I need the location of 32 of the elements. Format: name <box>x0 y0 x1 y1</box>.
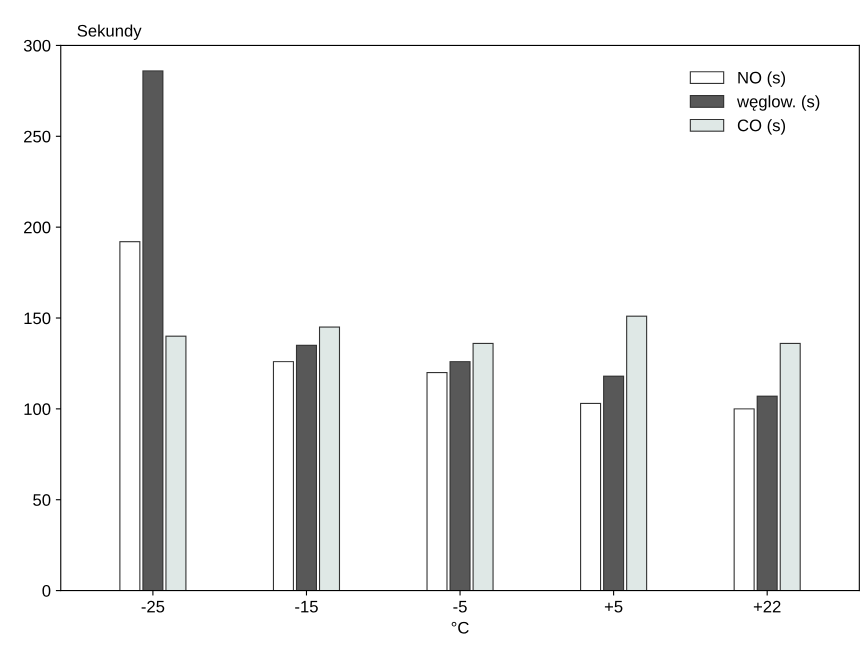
bar <box>119 241 140 591</box>
x-tick-label: -5 <box>453 600 467 613</box>
bar <box>450 361 471 591</box>
x-tick-label: -25 <box>142 600 164 613</box>
bar <box>603 376 624 591</box>
legend-label: CO (s) <box>738 119 786 135</box>
y-tick-label: 300 <box>24 40 50 52</box>
bar <box>472 342 494 591</box>
bar <box>318 326 340 591</box>
bar <box>626 316 648 591</box>
x-axis-title: °C <box>452 622 469 634</box>
bar <box>426 372 448 591</box>
x-tick-label: +22 <box>754 600 780 612</box>
y-tick-label: 200 <box>24 222 50 234</box>
y-tick-label: 150 <box>24 312 50 324</box>
y-tick-label: 100 <box>24 403 50 416</box>
y-tick-label: 0 <box>42 584 50 597</box>
bar <box>142 70 164 591</box>
x-tick-label: -15 <box>295 600 318 613</box>
x-tick-label: +5 <box>604 600 622 613</box>
bar <box>165 336 186 591</box>
legend-label: węglow. (s) <box>736 95 820 111</box>
bar <box>580 402 602 591</box>
legend-label: NO (s) <box>738 71 786 87</box>
bar <box>734 408 755 591</box>
y-tick-label: 250 <box>24 130 50 142</box>
bar <box>272 361 294 591</box>
bar <box>756 396 778 591</box>
bar <box>780 342 801 591</box>
y-tick-label: 50 <box>33 494 50 506</box>
y-axis-title: Sekundy <box>77 24 142 40</box>
bar <box>296 344 318 591</box>
